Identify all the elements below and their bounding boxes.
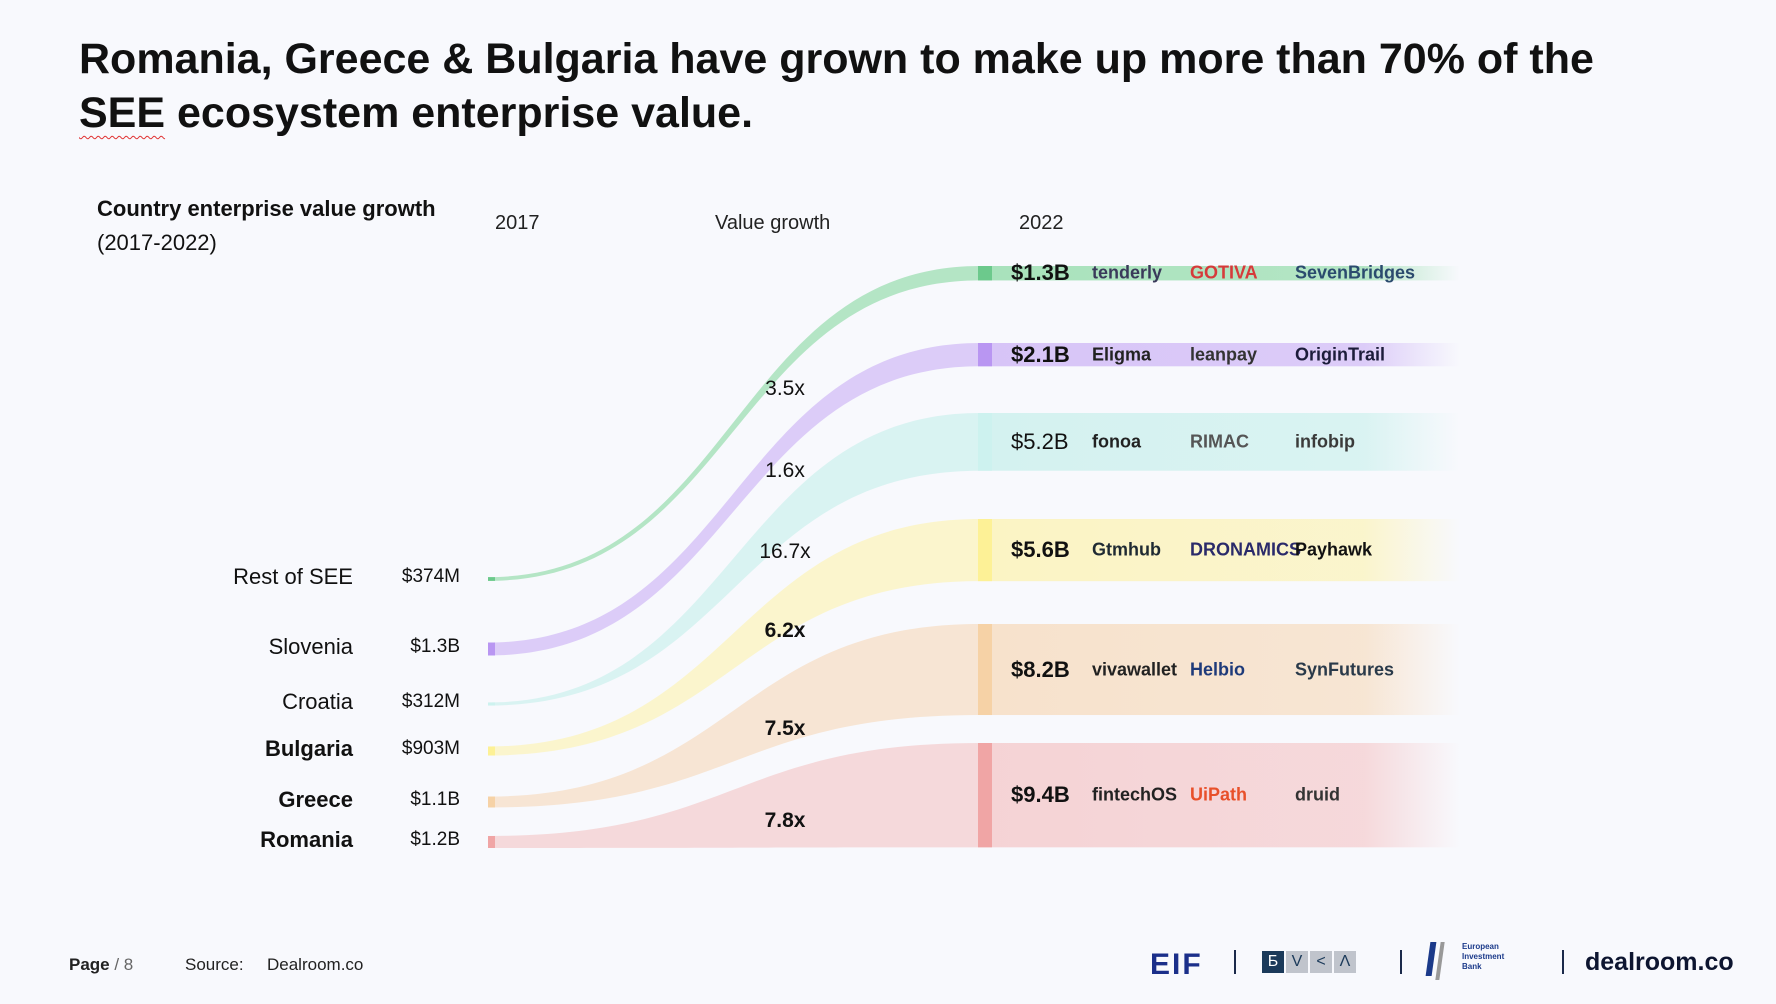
bvca-logo: Б V < Λ <box>1262 951 1356 973</box>
bar-2022-3 <box>978 519 992 582</box>
country-label: Slovenia <box>268 634 353 659</box>
title-text-end: ecosystem enterprise value. <box>165 89 754 137</box>
company-logo: DRONAMICS <box>1190 539 1301 560</box>
growth-multiplier: 1.6x <box>765 459 805 482</box>
company-logo: Helbio <box>1190 659 1246 679</box>
header-value-growth: Value growth <box>715 212 831 234</box>
divider <box>1562 950 1564 974</box>
bar-2022-4 <box>978 624 992 716</box>
growth-multiplier: 6.2x <box>764 619 806 642</box>
company-logo: GOTIVA <box>1190 262 1258 283</box>
chart-subtitle: (2017-2022) <box>97 230 217 255</box>
bar-2022-1 <box>978 343 992 367</box>
bar-2022-0 <box>978 266 992 281</box>
band-2022-0 <box>980 266 1460 281</box>
company-logo: UiPath <box>1190 784 1248 805</box>
company-logo: fonoa <box>1092 431 1141 452</box>
chart-title: Country enterprise value growth <box>97 196 436 221</box>
bvca-letter: Λ <box>1334 951 1356 973</box>
company-logo: leanpay <box>1190 344 1258 365</box>
source-label: Source: <box>185 955 244 974</box>
bar-2017-0 <box>488 577 495 581</box>
value-2017: $1.1B <box>410 789 460 810</box>
flow-0 <box>488 266 980 581</box>
country-label: Romania <box>260 827 353 852</box>
page-label: Page <box>69 955 110 974</box>
growth-multiplier: 3.5x <box>765 377 805 400</box>
bvca-letter: < <box>1310 951 1332 973</box>
band-2022-4 <box>980 624 1460 716</box>
value-2022: $5.6B <box>1011 537 1070 563</box>
company-logo: infobip <box>1295 431 1355 452</box>
company-logo: RIMAC <box>1190 431 1249 452</box>
eib-text-line: Investment <box>1462 952 1505 961</box>
value-2022: $5.2B <box>1011 428 1069 454</box>
page-count: / 8 <box>109 955 134 974</box>
value-2017: $1.2B <box>410 829 460 850</box>
flow-3 <box>488 519 980 756</box>
company-logo: fintechOS <box>1092 784 1178 805</box>
company-logo: tenderly <box>1092 262 1163 283</box>
company-logo: Eligma <box>1092 344 1152 365</box>
bar-2017-2 <box>488 702 495 706</box>
company-logo: druid <box>1295 784 1340 805</box>
bar-2017-1 <box>488 642 495 656</box>
bar-2022-2 <box>978 413 992 471</box>
country-label: Rest of SEE <box>233 564 353 589</box>
bar-2022-5 <box>978 743 992 848</box>
growth-multiplier: 7.5x <box>764 717 806 740</box>
company-logo: SevenBridges <box>1295 262 1416 283</box>
flow-1 <box>488 343 980 656</box>
value-2022: $8.2B <box>1011 656 1070 682</box>
title-see: SEE <box>79 89 166 137</box>
value-2017: $374M <box>401 566 460 587</box>
bar-2017-3 <box>488 746 495 756</box>
dealroom-logo: dealroom.co <box>1585 948 1734 976</box>
bvca-letter: Б <box>1262 951 1284 973</box>
value-2022: $9.4B <box>1011 782 1070 808</box>
flow-4 <box>488 624 980 808</box>
value-2017: $903M <box>401 738 460 759</box>
company-logo: SynFutures <box>1295 659 1395 679</box>
flow-2 <box>488 413 980 706</box>
growth-multiplier: 7.8x <box>764 809 806 832</box>
flow-5 <box>488 743 980 848</box>
band-2022-1 <box>980 343 1460 367</box>
country-label: Bulgaria <box>264 736 353 761</box>
company-logo: Payhawk <box>1295 539 1373 560</box>
band-2022-2 <box>980 413 1460 471</box>
title-text: Romania, Greece & Bulgaria have grown to… <box>79 35 1594 83</box>
growth-multiplier: 16.7x <box>759 540 811 563</box>
header-2022: 2022 <box>1019 212 1064 234</box>
eif-logo: EIF <box>1150 948 1203 981</box>
country-label: Greece <box>278 787 353 812</box>
band-2022-3 <box>980 519 1460 582</box>
eib-text-line: European <box>1462 942 1499 951</box>
bar-2017-5 <box>488 836 495 848</box>
source-value: Dealroom.co <box>267 955 364 974</box>
page-title: Romania, Greece & Bulgaria have grown to… <box>79 32 1639 140</box>
divider <box>1400 950 1402 974</box>
company-logo: OriginTrail <box>1295 344 1386 365</box>
eib-text-line: Bank <box>1462 962 1482 971</box>
bar-2017-4 <box>488 796 495 808</box>
value-2017: $1.3B <box>410 636 460 657</box>
header-2017: 2017 <box>495 212 540 234</box>
band-2022-5 <box>980 743 1460 848</box>
value-2022: $2.1B <box>1011 341 1070 367</box>
divider <box>1234 950 1236 974</box>
company-logo: Gtmhub <box>1092 539 1161 560</box>
country-label: Croatia <box>282 689 353 714</box>
page-indicator: Page / 8 <box>69 955 133 975</box>
value-2017: $312M <box>401 691 460 712</box>
value-2022: $1.3B <box>1011 260 1070 286</box>
company-logo: vivawallet <box>1092 659 1178 679</box>
bvca-letter: V <box>1286 951 1308 973</box>
eib-logo-text: European Investment Bank <box>1462 942 1504 972</box>
